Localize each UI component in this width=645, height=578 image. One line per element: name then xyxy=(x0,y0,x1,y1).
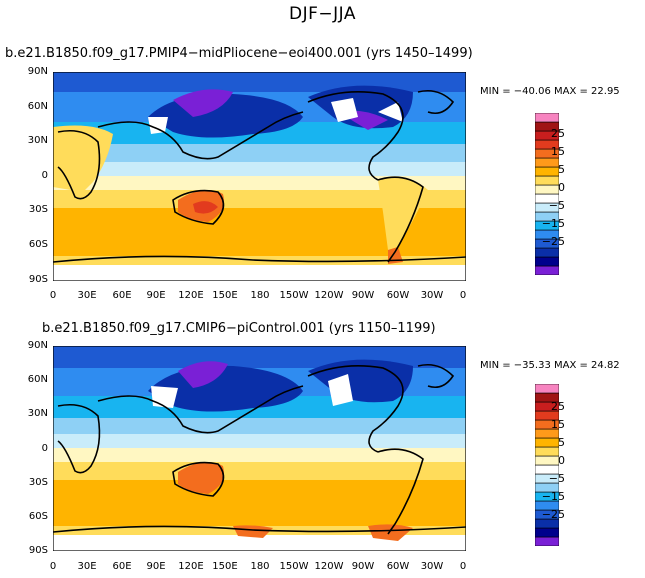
colorbar-cell xyxy=(535,247,559,258)
lon-label: 0 xyxy=(49,290,57,301)
colorbar-label: 15 xyxy=(551,418,565,431)
colorbar-label: 25 xyxy=(551,127,565,140)
colorbar-label: 5 xyxy=(558,436,565,449)
colorbar-label: −15 xyxy=(541,490,565,503)
lon-label: 90E xyxy=(146,290,166,301)
lat-label: 0 xyxy=(41,170,48,181)
panel-2-minmax: MIN = −35.33 MAX = 24.82 xyxy=(480,360,620,371)
lat-label: 30N xyxy=(27,135,48,146)
lon-label: 30W xyxy=(420,561,444,572)
lon-label: 180 xyxy=(250,561,270,572)
colorbar-label: 5 xyxy=(558,163,565,176)
colorbar-label: −25 xyxy=(541,235,565,248)
lon-label: 180 xyxy=(250,290,270,301)
lat-label: 60N xyxy=(27,101,48,112)
lon-label: 90E xyxy=(146,561,166,572)
lat-label: 60S xyxy=(28,239,48,250)
colorbar-cell xyxy=(535,256,559,267)
lat-label: 60N xyxy=(27,374,48,385)
lon-label: 0 xyxy=(49,561,57,572)
lon-label: 0 xyxy=(459,290,467,301)
lon-label: 90W xyxy=(351,561,375,572)
colorbar-label: −25 xyxy=(541,508,565,521)
lon-label: 90W xyxy=(351,290,375,301)
panel-2-title: b.e21.B1850.f09_g17.CMIP6−piControl.001 … xyxy=(42,321,436,336)
panel-1-minmax: MIN = −40.06 MAX = 22.95 xyxy=(480,86,620,97)
colorbar-label: 15 xyxy=(551,145,565,158)
colorbar-label: −15 xyxy=(541,217,565,230)
lon-label: 120W xyxy=(314,561,344,572)
lon-label: 150E xyxy=(212,290,238,301)
lat-label: 90N xyxy=(27,66,48,77)
lon-label: 150W xyxy=(279,561,309,572)
lon-label: 60W xyxy=(386,290,410,301)
lat-label: 30S xyxy=(28,204,48,215)
lon-label: 30W xyxy=(420,290,444,301)
lon-label: 30E xyxy=(77,561,97,572)
panel-1-map xyxy=(53,72,466,281)
lon-label: 150W xyxy=(279,290,309,301)
colorbar-label: 0 xyxy=(558,454,565,467)
lat-label: 90S xyxy=(28,274,48,285)
panel-1-colorbar xyxy=(535,113,559,275)
lat-label: 0 xyxy=(41,443,48,454)
lon-label: 150E xyxy=(212,561,238,572)
lon-label: 120E xyxy=(178,561,204,572)
lon-label: 60E xyxy=(112,561,132,572)
panel-2-colorbar xyxy=(535,384,559,546)
colorbar-cell xyxy=(535,527,559,538)
lon-label: 30E xyxy=(77,290,97,301)
lat-label: 90S xyxy=(28,545,48,556)
lat-label: 90N xyxy=(27,340,48,351)
lon-label: 60W xyxy=(386,561,410,572)
colorbar-label: −5 xyxy=(548,472,565,485)
colorbar-label: 25 xyxy=(551,400,565,413)
colorbar-cell xyxy=(535,536,559,546)
lat-label: 60S xyxy=(28,511,48,522)
figure-title: DJF−JJA xyxy=(289,4,356,24)
panel-2-map xyxy=(53,346,466,551)
colorbar-cell xyxy=(535,113,559,123)
colorbar-cell xyxy=(535,265,559,275)
lon-label: 0 xyxy=(459,561,467,572)
colorbar-label: 0 xyxy=(558,181,565,194)
lon-label: 120E xyxy=(178,290,204,301)
colorbar-cell xyxy=(535,384,559,394)
colorbar-label: −5 xyxy=(548,199,565,212)
panel-1-title: b.e21.B1850.f09_g17.PMIP4−midPliocene−eo… xyxy=(5,46,473,61)
lon-label: 120W xyxy=(314,290,344,301)
lat-label: 30N xyxy=(27,408,48,419)
lon-label: 60E xyxy=(112,290,132,301)
lat-label: 30S xyxy=(28,477,48,488)
